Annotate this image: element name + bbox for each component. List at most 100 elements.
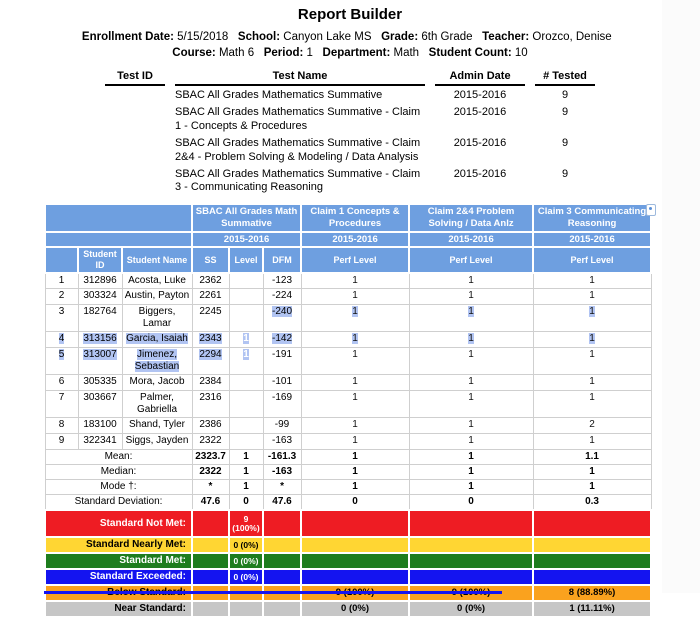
- year-cell: 2015-2016: [190, 230, 303, 249]
- median-claim1: 1: [300, 464, 410, 481]
- mean-claim24: 1: [408, 449, 534, 466]
- group-header-sbac: SBAC All Grades Math Summative: [190, 202, 303, 233]
- mean-claim1: 1: [300, 449, 410, 466]
- student-name-cell: Jimenez, Sebastian: [121, 347, 193, 376]
- mode-level: 1: [228, 479, 264, 496]
- claim24-perf-cell: 1: [408, 331, 534, 349]
- row-number: 1: [44, 272, 79, 290]
- claim3-perf-cell: 1: [532, 304, 652, 333]
- near-standard-claim24: 0 (0%): [408, 600, 535, 618]
- claim1-perf-cell: 1: [300, 417, 410, 435]
- claim24-perf-cell: 1: [408, 417, 534, 435]
- student-id-cell: 312896: [77, 272, 123, 290]
- test-id-cell: [105, 134, 165, 165]
- test-row: SBAC All Grades Mathematics Summative 20…: [105, 86, 595, 103]
- dfm-cell: -240: [262, 304, 302, 333]
- page-title: Report Builder: [297, 6, 403, 23]
- selected-text: Garcia, Isaiah: [126, 333, 188, 345]
- report-info: Enrollment Date: 5/15/2018 School: Canyo…: [63, 30, 638, 61]
- col-header-student-name: Student Name: [121, 246, 193, 274]
- selected-text: 2294: [199, 349, 222, 361]
- level-cell: 1: [228, 288, 264, 306]
- num-tested-cell: 9: [561, 137, 569, 150]
- claim1-perf-cell: 1: [300, 433, 410, 451]
- standard-nearly-met-row: Standard Nearly Met: 0 (0%): [44, 536, 653, 555]
- ss-cell: 2294: [191, 347, 230, 376]
- student-name-cell: Shand, Tyler: [121, 417, 193, 435]
- median-dfm: -163: [262, 464, 302, 481]
- grade-field: Grade: 6th Grade: [381, 31, 473, 43]
- dfm-cell: -99: [262, 417, 302, 435]
- median-claim3: 1: [532, 464, 652, 481]
- selected-text: 1: [243, 333, 249, 345]
- median-claim24: 1: [408, 464, 534, 481]
- results-group-header-row: SBAC All Grades Math Summative Claim 1 C…: [44, 202, 653, 233]
- selected-text: 5: [58, 349, 65, 361]
- student-name-cell: Austin, Payton: [121, 288, 193, 306]
- std-deviation-level: 0: [228, 494, 264, 511]
- mode-claim1: 1: [300, 479, 410, 496]
- period-field: Period: 1: [263, 46, 313, 59]
- student-id-cell: 322341: [77, 433, 123, 451]
- standard-nearly-met-label: Standard Nearly Met:: [44, 536, 193, 555]
- selected-text: 1: [352, 306, 358, 318]
- standard-not-met-count: 9 (100%): [228, 509, 264, 539]
- student-row: 8 183100 Shand, Tyler 2386 1 -99 1 1 2: [44, 417, 652, 435]
- student-id-cell: 183100: [77, 417, 123, 435]
- row-number: 9: [44, 433, 79, 451]
- test-row: SBAC All Grades Mathematics Summative - …: [105, 103, 595, 134]
- near-standard-claim3: 1 (11.11%): [532, 600, 653, 618]
- test-row: SBAC All Grades Mathematics Summative - …: [105, 165, 595, 196]
- col-header-perf-level-3: Perf Level: [532, 246, 653, 274]
- col-header-level: Level: [228, 246, 264, 274]
- level-cell: 1: [228, 374, 264, 392]
- group-header-claim1: Claim 1 Concepts & Procedures: [300, 202, 411, 233]
- test-id-cell: [105, 165, 165, 196]
- student-name-cell: Garcia, Isaiah: [121, 331, 193, 349]
- student-row: 6 305335 Mora, Jacob 2384 1 -101 1 1 1: [44, 374, 652, 392]
- dfm-cell: -142: [262, 331, 302, 349]
- level-cell: 1: [228, 347, 264, 376]
- student-row: 1 312896 Acosta, Luke 2362 1 -123 1 1 1: [44, 272, 652, 290]
- selected-text: -142: [272, 333, 293, 345]
- claim24-perf-cell: 1: [408, 272, 534, 290]
- ss-cell: 2245: [191, 304, 230, 333]
- admin-date-cell: 2015-2016: [453, 168, 507, 181]
- std-deviation-claim3: 0.3: [532, 494, 652, 511]
- claim3-perf-cell: 1: [532, 433, 652, 451]
- claim24-perf-cell: 1: [408, 374, 534, 392]
- selected-text: 2343: [199, 333, 222, 345]
- standard-not-met-row: Standard Not Met: 9 (100%): [44, 509, 653, 539]
- claim1-perf-cell: 1: [300, 390, 410, 419]
- col-header-student-id: Student ID: [77, 246, 123, 274]
- claim3-perf-cell: 1: [532, 272, 652, 290]
- std-deviation-dfm: 47.6: [262, 494, 302, 511]
- dfm-cell: -163: [262, 433, 302, 451]
- teacher-field: Teacher: Orozco, Denise: [482, 31, 612, 43]
- header-blank-cell: [44, 230, 193, 249]
- claim24-perf-cell: 1: [408, 288, 534, 306]
- dfm-cell: -123: [262, 272, 302, 290]
- mean-dfm: -161.3: [262, 449, 302, 466]
- student-id-cell: 313007: [77, 347, 123, 376]
- standard-met-count: 0 (0%): [228, 552, 264, 571]
- student-row: 5 313007 Jimenez, Sebastian 2294 1 -191 …: [44, 347, 652, 376]
- tests-header-admin-date: Admin Date: [435, 69, 525, 87]
- mode-dfm: *: [262, 479, 302, 496]
- mode-label: Mode †:: [44, 479, 193, 496]
- ss-cell: 2261: [191, 288, 230, 306]
- dfm-cell: -191: [262, 347, 302, 376]
- below-standard-claim3: 8 (88.89%): [532, 584, 653, 603]
- standard-met-label: Standard Met:: [44, 552, 193, 571]
- student-name-cell: Mora, Jacob: [121, 374, 193, 392]
- test-id-cell: [105, 103, 165, 134]
- student-name-cell: Siggs, Jayden: [121, 433, 193, 451]
- selected-text: 1: [589, 306, 595, 318]
- school-field: School: Canyon Lake MS: [237, 31, 372, 43]
- ss-cell: 2322: [191, 433, 230, 451]
- student-id-cell: 303324: [77, 288, 123, 306]
- group-header-claim24: Claim 2&4 Problem Solving / Data Anlz: [408, 202, 535, 233]
- median-row: Median: 2322 1 -163 1 1 1: [44, 464, 652, 481]
- mean-claim3: 1.1: [532, 449, 652, 466]
- std-deviation-claim1: 0: [300, 494, 410, 511]
